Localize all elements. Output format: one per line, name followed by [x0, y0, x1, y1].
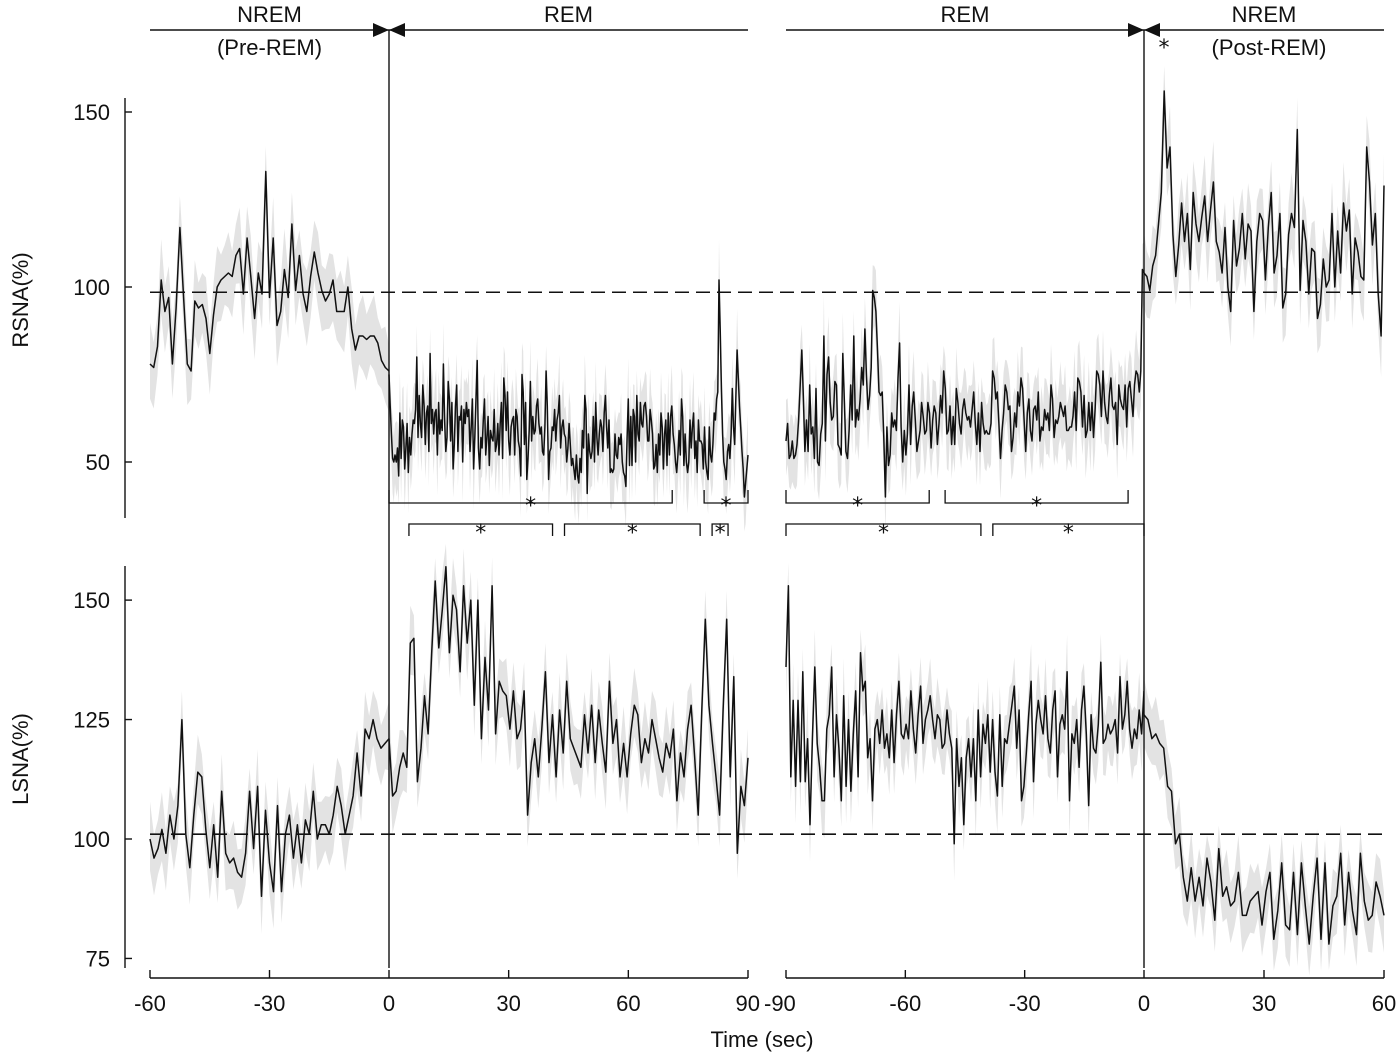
sleep-phase-headers: NREM (Pre-REM) REM REM NREM (Post-REM) — [150, 2, 1384, 60]
bracket-line — [408, 523, 554, 536]
bracket-line — [711, 523, 729, 536]
mean-trace — [1143, 714, 1385, 945]
x-tick-label: 90 — [736, 991, 760, 1016]
significance-brackets: * * * ** * * * * — [388, 490, 1145, 546]
mean-trace — [388, 565, 749, 855]
bracket-star: * — [1031, 494, 1042, 519]
rsna-series-rem-onset — [388, 239, 749, 532]
bracket-star: * — [721, 494, 732, 519]
phase-header-1: REM — [389, 2, 748, 37]
y-tick-label: 125 — [73, 708, 110, 733]
phase-sublabel: (Pre-REM) — [217, 35, 322, 60]
sem-band — [1144, 677, 1384, 976]
mean-trace — [149, 170, 390, 372]
phase-arrowhead — [1128, 23, 1144, 37]
y-tick-label: 100 — [73, 275, 110, 300]
phase-arrowhead — [389, 23, 405, 37]
phase-label: NREM — [237, 2, 302, 27]
rsna-series-rem-offset — [785, 241, 1145, 532]
bracket-star: * — [475, 521, 486, 546]
x-tick-label: -60 — [889, 991, 921, 1016]
phase-arrowhead — [373, 23, 389, 37]
y-tick-label: 75 — [86, 946, 110, 971]
sem-band — [150, 690, 389, 934]
x-axis-title: Time (sec) — [710, 1027, 813, 1052]
rsna-panel: 150 100 50 RSNA(%) * — [8, 36, 1385, 532]
phase-header-2: REM — [786, 2, 1144, 37]
x-tick-label: 0 — [1138, 991, 1150, 1016]
lsna-series-rem-onset — [388, 543, 749, 880]
bracket-star: * — [525, 494, 536, 519]
bracket-star: * — [715, 521, 726, 546]
significance-bracket: * — [944, 490, 1129, 519]
bracket-line — [563, 523, 701, 536]
sem-band — [786, 562, 1144, 881]
rsna-series-post — [1143, 65, 1385, 378]
phase-header-3: NREM (Post-REM) — [1144, 2, 1384, 60]
phase-sublabel: (Post-REM) — [1212, 35, 1327, 60]
bracket-line — [785, 490, 930, 504]
significance-bracket: * — [785, 521, 982, 546]
mean-trace — [1143, 90, 1385, 337]
lsna-series-rem-offset — [785, 562, 1145, 881]
phase-label: REM — [544, 2, 593, 27]
phase-label: NREM — [1232, 2, 1297, 27]
bracket-line — [785, 523, 982, 536]
bracket-star: * — [1063, 521, 1074, 546]
phase-header-0: NREM (Pre-REM) — [150, 2, 389, 60]
x-tick-label: -60 — [134, 991, 166, 1016]
sem-band — [1144, 65, 1384, 378]
lsna-series-pre — [149, 690, 390, 934]
mean-trace — [785, 268, 1145, 498]
x-tick-label: 30 — [496, 991, 520, 1016]
bracket-line — [703, 490, 749, 504]
bracket-line — [944, 490, 1129, 504]
mean-trace — [149, 718, 390, 898]
y-axis-title: LSNA(%) — [8, 713, 33, 805]
sem-band — [786, 241, 1144, 532]
x-tick-label: -30 — [1009, 991, 1041, 1016]
x-tick-label: 60 — [616, 991, 640, 1016]
rsna-series-pre — [149, 146, 390, 413]
significance-bracket: * — [563, 521, 701, 546]
bracket-star: * — [627, 521, 638, 546]
bracket-star: * — [878, 521, 889, 546]
x-tick-label: 30 — [1252, 991, 1276, 1016]
bracket-star: * — [852, 494, 863, 519]
x-tick-label: -90 — [764, 991, 796, 1016]
significance-bracket: * — [785, 490, 930, 519]
x-tick-label: -30 — [254, 991, 286, 1016]
significance-bracket: * — [711, 521, 729, 546]
y-axis-title: RSNA(%) — [8, 252, 33, 347]
lsna-panel: 150 125 100 75 LSNA(%) — [8, 543, 1385, 976]
mean-trace — [388, 279, 749, 498]
y-tick-label: 100 — [73, 827, 110, 852]
y-tick-label: 150 — [73, 588, 110, 613]
x-tick-label: 0 — [383, 991, 395, 1016]
y-tick-label: 50 — [86, 450, 110, 475]
significance-bracket: * — [992, 521, 1145, 546]
significance-bracket: * — [408, 521, 554, 546]
phase-label: REM — [941, 2, 990, 27]
significance-bracket: * — [703, 490, 749, 519]
phase-arrowhead — [1144, 23, 1160, 37]
x-tick-label: 60 — [1372, 991, 1396, 1016]
lsna-series-post — [1143, 677, 1385, 976]
significance-star: * — [1159, 36, 1170, 61]
y-tick-label: 150 — [73, 100, 110, 125]
mean-trace — [785, 585, 1145, 845]
time-axis: -60 -30 0 30 60 90 -90 -60 -30 0 30 60 — [134, 30, 1396, 1016]
